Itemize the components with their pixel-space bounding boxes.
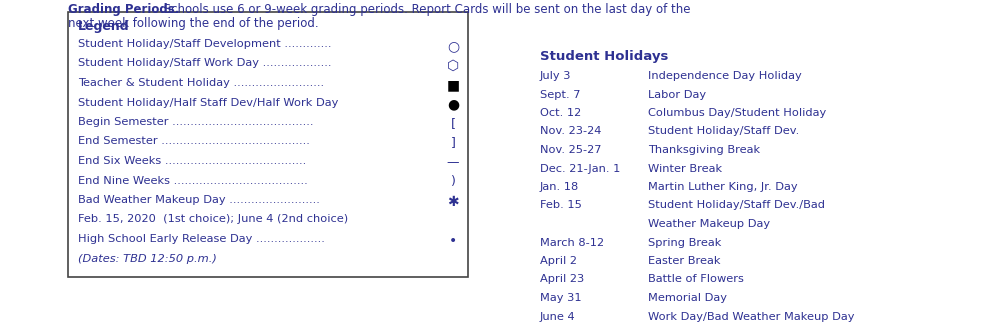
Text: End Six Weeks .......................................: End Six Weeks ..........................… (78, 156, 307, 166)
Text: ○: ○ (447, 39, 459, 53)
Text: —: — (447, 156, 459, 169)
Text: Oct. 12: Oct. 12 (540, 108, 582, 118)
Text: ■: ■ (447, 78, 459, 92)
Text: Jan. 18: Jan. 18 (540, 182, 579, 192)
Text: Grading Periods.: Grading Periods. (68, 3, 179, 16)
Text: Dec. 21-Jan. 1: Dec. 21-Jan. 1 (540, 163, 620, 174)
Text: Memorial Day: Memorial Day (648, 293, 727, 303)
Text: Legend: Legend (78, 20, 129, 33)
FancyBboxPatch shape (68, 12, 468, 277)
Text: Spring Break: Spring Break (648, 238, 722, 248)
Text: Martin Luther King, Jr. Day: Martin Luther King, Jr. Day (648, 182, 798, 192)
Text: ]: ] (451, 136, 456, 150)
Text: Teacher & Student Holiday .........................: Teacher & Student Holiday ..............… (78, 78, 324, 88)
Text: July 3: July 3 (540, 71, 572, 81)
Text: May 31: May 31 (540, 293, 582, 303)
Text: (Dates: TBD 12:50 p.m.): (Dates: TBD 12:50 p.m.) (78, 254, 217, 264)
Text: Begin Semester .......................................: Begin Semester .........................… (78, 117, 314, 127)
Text: Independence Day Holiday: Independence Day Holiday (648, 71, 802, 81)
Text: Battle of Flowers: Battle of Flowers (648, 275, 743, 284)
Text: •: • (449, 234, 458, 248)
Text: Feb. 15, 2020  (1st choice); June 4 (2nd choice): Feb. 15, 2020 (1st choice); June 4 (2nd … (78, 214, 348, 225)
Text: End Nine Weeks .....................................: End Nine Weeks .........................… (78, 176, 308, 186)
Text: March 8-12: March 8-12 (540, 238, 604, 248)
Text: next week following the end of the period.: next week following the end of the perio… (68, 17, 318, 30)
Text: Student Holiday/Staff Dev.: Student Holiday/Staff Dev. (648, 126, 800, 136)
Text: Work Day/Bad Weather Makeup Day: Work Day/Bad Weather Makeup Day (648, 311, 855, 321)
Text: Weather Makeup Day: Weather Makeup Day (648, 219, 770, 229)
Text: Nov. 23-24: Nov. 23-24 (540, 126, 601, 136)
Text: Student Holiday/Staff Development .............: Student Holiday/Staff Development ......… (78, 39, 331, 49)
Text: Nov. 25-27: Nov. 25-27 (540, 145, 601, 155)
Text: Thanksgiving Break: Thanksgiving Break (648, 145, 760, 155)
Text: End Semester .........................................: End Semester ...........................… (78, 136, 310, 147)
Text: Student Holidays: Student Holidays (540, 50, 669, 63)
Text: ●: ● (447, 98, 459, 111)
Text: Winter Break: Winter Break (648, 163, 722, 174)
Text: ): ) (451, 176, 456, 188)
Text: Easter Break: Easter Break (648, 256, 721, 266)
Text: High School Early Release Day ...................: High School Early Release Day ..........… (78, 234, 324, 244)
Text: Schools use 6 or 9-week grading periods. Report Cards will be sent on the last d: Schools use 6 or 9-week grading periods.… (160, 3, 690, 16)
Text: Student Holiday/Half Staff Dev/Half Work Day: Student Holiday/Half Staff Dev/Half Work… (78, 98, 338, 108)
Text: Bad Weather Makeup Day .........................: Bad Weather Makeup Day .................… (78, 195, 319, 205)
Text: Student Holiday/Staff Work Day ...................: Student Holiday/Staff Work Day .........… (78, 58, 331, 69)
Text: Labor Day: Labor Day (648, 89, 706, 99)
Text: Feb. 15: Feb. 15 (540, 201, 582, 211)
Text: June 4: June 4 (540, 311, 576, 321)
Text: Sept. 7: Sept. 7 (540, 89, 581, 99)
Text: ⬡: ⬡ (447, 58, 459, 72)
Text: April 23: April 23 (540, 275, 585, 284)
Text: ✱: ✱ (448, 195, 458, 209)
Text: Student Holiday/Staff Dev./Bad: Student Holiday/Staff Dev./Bad (648, 201, 825, 211)
Text: April 2: April 2 (540, 256, 577, 266)
Text: Columbus Day/Student Holiday: Columbus Day/Student Holiday (648, 108, 826, 118)
Text: [: [ (451, 117, 456, 130)
